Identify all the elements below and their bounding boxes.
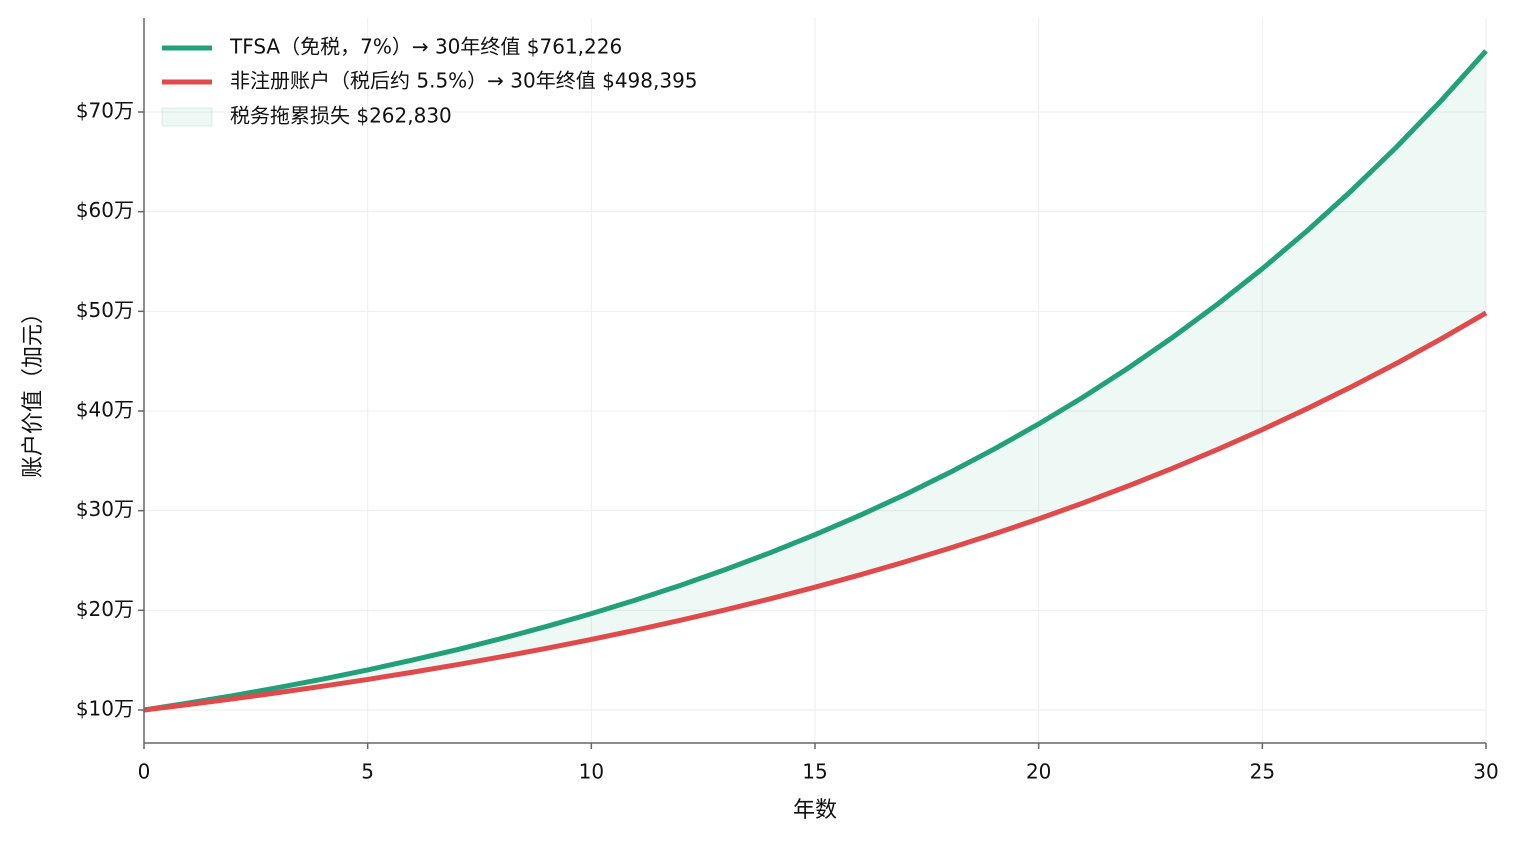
- y-axis-label: 账户价值（加元）: [21, 302, 46, 478]
- x-tick-label: 10: [579, 760, 604, 784]
- series-line: [143, 310, 1488, 713]
- y-tick-label: $10万: [76, 697, 134, 721]
- x-tick-label: 0: [138, 760, 151, 784]
- series-line: [143, 49, 1488, 713]
- legend-label: TFSA（免税，7%）→ 30年终值 $761,226: [229, 35, 622, 59]
- x-tick-label: 30: [1473, 760, 1498, 784]
- x-tick-label: 20: [1026, 760, 1051, 784]
- y-tick-label: $40万: [76, 397, 134, 421]
- y-tick-label: $30万: [76, 497, 134, 521]
- gap-fill: [144, 50, 1486, 711]
- y-tick-label: $60万: [76, 198, 134, 222]
- legend-swatch: [161, 107, 213, 127]
- y-tick-label: $50万: [76, 298, 134, 322]
- y-tick-label: $70万: [76, 98, 134, 122]
- legend-label: 非注册账户（税后约 5.5%）→ 30年终值 $498,395: [230, 69, 698, 93]
- y-tick-label: $20万: [76, 597, 134, 621]
- x-tick-label: 15: [802, 760, 827, 784]
- x-tick-label: 5: [361, 760, 374, 784]
- legend-label: 税务拖累损失 $262,830: [230, 104, 452, 128]
- x-tick-label: 25: [1250, 760, 1275, 784]
- x-axis-label: 年数: [793, 798, 837, 823]
